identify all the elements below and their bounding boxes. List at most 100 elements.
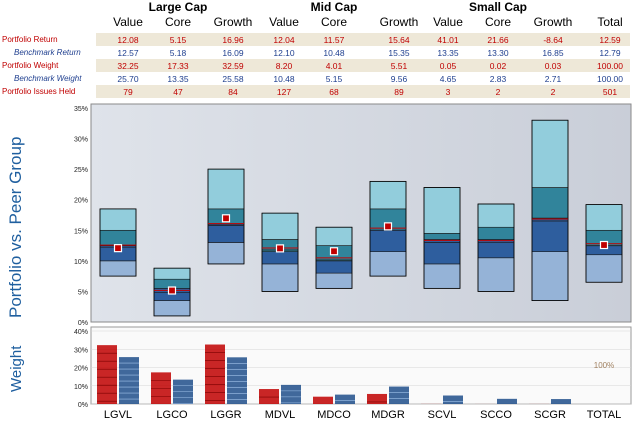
x-category-label: MDVL [265, 409, 296, 421]
total-weight-label: 100% [594, 361, 614, 370]
range-outline [369, 180, 407, 277]
table-cell: 9.56 [390, 74, 408, 84]
table-cell: 0.05 [439, 61, 457, 71]
header-sub-9: Total [597, 15, 623, 29]
weight-y-tick-label: 20% [74, 366, 88, 373]
benchmark-weight-bar [281, 384, 301, 404]
quartile-box [477, 226, 515, 240]
table-row-band [96, 85, 630, 98]
table-cell: 2 [550, 87, 556, 97]
quartile-box [531, 187, 569, 219]
range-outline [423, 187, 461, 289]
quartile-box [261, 212, 299, 240]
table-cell: 13.35 [167, 74, 189, 84]
quartile-box [153, 300, 191, 317]
table-row-label: Benchmark Return [14, 48, 81, 57]
benchmark-weight-bar [443, 395, 463, 404]
main-y-tick-label: 0% [78, 320, 88, 327]
table-cell: 84 [228, 87, 238, 97]
portfolio-marker [599, 240, 609, 250]
table-cell: 2 [495, 87, 501, 97]
quartile-box [477, 257, 515, 292]
table-cell: 89 [394, 87, 404, 97]
table-cell: 25.70 [117, 74, 139, 84]
table-row-label: Portfolio Issues Held [2, 87, 76, 96]
range-outline [207, 168, 245, 265]
range-outline [477, 203, 515, 292]
quartile-box [477, 203, 515, 228]
table-cell: 32.25 [117, 61, 139, 71]
benchmark-weight-bar [497, 398, 517, 404]
table-cell: 15.64 [388, 35, 410, 45]
quartile-box [261, 251, 299, 265]
table-cell: 16.85 [542, 48, 564, 58]
range-outline [531, 119, 569, 301]
table-cell: 3 [445, 87, 451, 97]
quartile-box [99, 260, 137, 277]
x-category-label: LGCO [156, 409, 188, 421]
weight-plot-area [90, 326, 632, 405]
x-category-label: SCCO [480, 409, 512, 421]
header-sub-2: Growth [213, 15, 253, 29]
table-cell: 5.15 [169, 35, 187, 45]
quartile-box [315, 260, 353, 274]
table-cell: 4.01 [325, 61, 343, 71]
table-cell: 501 [602, 87, 618, 97]
range-outline [261, 212, 299, 292]
table-cell: -8.64 [543, 35, 563, 45]
portfolio-marker [221, 214, 231, 223]
quartile-box [477, 239, 515, 259]
quartile-box [585, 254, 623, 283]
portfolio-weight-bar [313, 396, 333, 404]
table-cell: 17.33 [167, 61, 189, 71]
table-row-band [96, 33, 630, 46]
quartile-box [531, 251, 569, 301]
x-category-label: LGGR [210, 409, 241, 421]
table-cell: 12.59 [599, 35, 621, 45]
main-y-tick-label: 30% [74, 137, 88, 144]
portfolio-weight-bar [205, 344, 225, 404]
x-category-label: SCVL [428, 409, 457, 421]
main-y-tick-label: 5% [78, 289, 88, 296]
quartile-box [315, 272, 353, 289]
table-row-label: Portfolio Weight [2, 61, 59, 70]
header-sub-3: Value [269, 15, 299, 29]
weight-y-tick-label: 30% [74, 347, 88, 354]
table-row-label: Portfolio Return [2, 35, 58, 44]
table-cell: 5.51 [390, 61, 408, 71]
quartile-box [423, 263, 461, 289]
table-cell: 47 [173, 87, 183, 97]
portfolio-marker [275, 244, 285, 253]
header-sub-1: Core [164, 15, 191, 29]
quartile-box [315, 226, 353, 246]
quartile-box [369, 251, 407, 277]
table-cell: 127 [276, 87, 292, 97]
main-y-tick-label: 15% [74, 228, 88, 235]
portfolio-marker [383, 222, 393, 231]
quartile-box [423, 239, 461, 265]
portfolio-marker [113, 244, 123, 253]
portfolio-weight-bar [259, 389, 279, 404]
table-cell: 12.08 [117, 35, 139, 45]
benchmark-weight-bar [389, 386, 409, 404]
table-cell: 32.59 [222, 61, 244, 71]
header-sub-6: Value [433, 15, 463, 29]
x-category-label: MDGR [371, 409, 405, 421]
header-sub-7: Core [484, 15, 511, 29]
quartile-box [207, 168, 245, 210]
quartile-box [369, 181, 407, 210]
table-cell: 13.35 [437, 48, 459, 58]
quartile-box [423, 233, 461, 240]
table-row-label: Benchmark Weight [14, 74, 82, 83]
table-cell: 2.71 [544, 74, 562, 84]
weight-y-tick-label: 0% [78, 402, 88, 409]
table-cell: 41.01 [437, 35, 459, 45]
benchmark-weight-bar [551, 399, 571, 404]
header-group-2: Small Cap [468, 0, 528, 14]
table-cell: 13.30 [487, 48, 509, 58]
table-cell: 5.18 [169, 48, 187, 58]
table-cell: 10.48 [323, 48, 345, 58]
table-cell: 21.66 [487, 35, 509, 45]
